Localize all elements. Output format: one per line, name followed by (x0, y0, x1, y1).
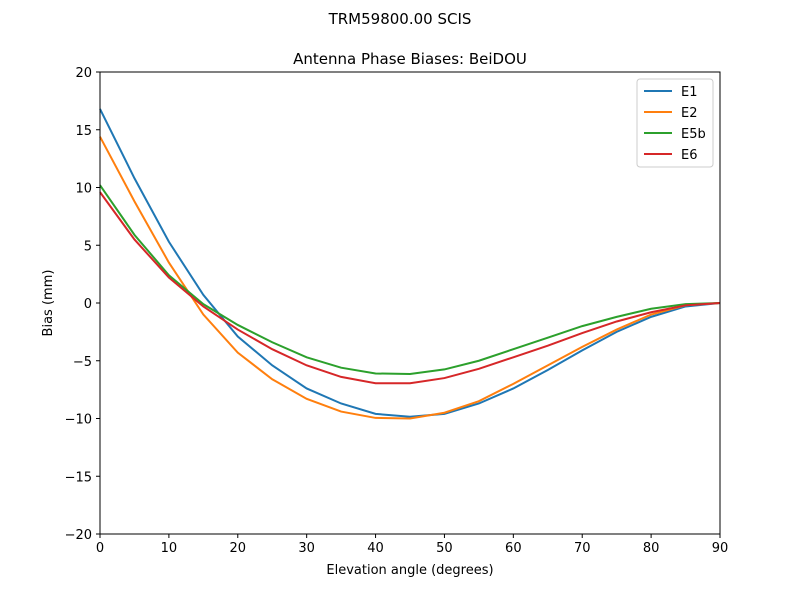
x-tick-label: 70 (574, 541, 591, 556)
x-tick-label: 10 (161, 541, 178, 556)
x-tick-label: 80 (643, 541, 660, 556)
legend-label: E1 (681, 85, 698, 100)
y-tick-label: 20 (75, 66, 92, 81)
x-tick-label: 20 (230, 541, 247, 556)
y-tick-label: 10 (75, 182, 92, 197)
legend-label: E5b (681, 127, 706, 142)
series-line-e5b (99, 184, 721, 376)
series-line-e1 (99, 108, 721, 418)
y-tick-label: −20 (65, 528, 92, 543)
legend-label: E6 (681, 148, 698, 163)
y-tick-label: 0 (84, 297, 92, 312)
chart-title: Antenna Phase Biases: BeiDOU (293, 50, 527, 68)
x-tick-label: 40 (367, 541, 384, 556)
legend-label: E2 (681, 106, 698, 121)
x-tick-label: 30 (298, 541, 315, 556)
y-tick-label: −15 (65, 470, 92, 485)
suptitle: TRM59800.00 SCIS (328, 10, 472, 28)
y-tick-label: −10 (65, 413, 92, 428)
x-tick-label: 0 (96, 541, 104, 556)
x-tick-label: 50 (436, 541, 453, 556)
series-line-e2 (99, 136, 721, 420)
x-axis-label: Elevation angle (degrees) (326, 563, 493, 578)
y-axis-label: Bias (mm) (41, 270, 56, 337)
y-tick-label: −5 (73, 355, 92, 370)
legend-box (636, 78, 714, 168)
x-tick-label: 90 (712, 541, 729, 556)
axes-frame (99, 71, 721, 535)
series-line-e6 (99, 191, 721, 385)
y-tick-label: 5 (84, 239, 92, 254)
plot-area (99, 108, 721, 420)
x-tick-label: 60 (505, 541, 522, 556)
legend: E1 E2 E5b E6 (636, 78, 714, 168)
y-tick-label: 15 (75, 124, 92, 139)
